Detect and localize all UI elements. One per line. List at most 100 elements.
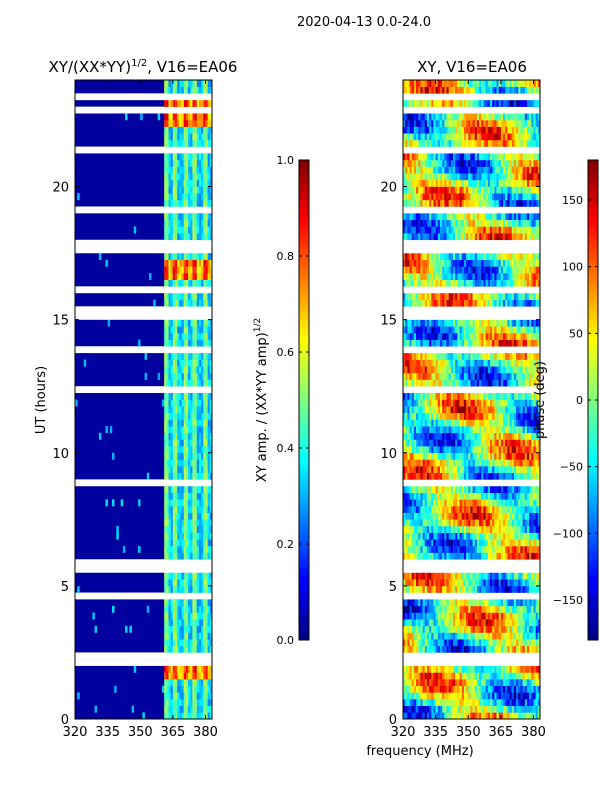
heatmap-cell bbox=[407, 393, 409, 400]
heatmap-cell bbox=[536, 506, 538, 513]
heatmap-cell bbox=[425, 639, 427, 646]
heatmap-cell bbox=[173, 473, 175, 480]
heatmap-cell bbox=[468, 686, 470, 693]
heatmap-cell bbox=[173, 353, 175, 360]
heatmap-cell bbox=[457, 539, 459, 546]
heatmap-cell bbox=[205, 100, 207, 107]
heatmap-cell bbox=[416, 579, 418, 586]
blank-row bbox=[75, 93, 212, 100]
heatmap-cell bbox=[483, 466, 485, 473]
heatmap-cell bbox=[208, 280, 210, 287]
heatmap-cell bbox=[427, 453, 429, 460]
heatmap-cell bbox=[440, 413, 442, 420]
heatmap-cell bbox=[490, 513, 492, 520]
heatmap-cell bbox=[505, 632, 507, 639]
heatmap-cell bbox=[407, 672, 409, 679]
heatmap-cell bbox=[477, 706, 479, 713]
heatmap-cell bbox=[192, 293, 194, 300]
heatmap-cell bbox=[455, 626, 457, 633]
heatmap-cell bbox=[173, 153, 175, 160]
heatmap-cell bbox=[201, 706, 203, 713]
heatmap-cell bbox=[501, 453, 503, 460]
heatmap-cell bbox=[201, 333, 203, 340]
heatmap-cell bbox=[175, 639, 177, 646]
heatmap-cell bbox=[533, 439, 535, 446]
heatmap-cell bbox=[199, 519, 201, 526]
heatmap-cell bbox=[416, 666, 418, 673]
heatmap-cell bbox=[492, 646, 494, 653]
heatmap-cell bbox=[175, 133, 177, 140]
heatmap-cell bbox=[184, 439, 186, 446]
heatmap-cell bbox=[201, 273, 203, 280]
heatmap-cell bbox=[451, 712, 453, 719]
heatmap-cell bbox=[195, 526, 197, 533]
heatmap-cell bbox=[175, 466, 177, 473]
heatmap-cell bbox=[208, 526, 210, 533]
heatmap-cell bbox=[171, 672, 173, 679]
heatmap-cell bbox=[188, 266, 190, 273]
heatmap-cell bbox=[171, 393, 173, 400]
heatmap-cell bbox=[201, 326, 203, 333]
heatmap-cell bbox=[505, 373, 507, 380]
heatmap-cell bbox=[208, 180, 210, 187]
heatmap-cell bbox=[192, 513, 194, 520]
heatmap-cell bbox=[492, 466, 494, 473]
heatmap-cell bbox=[520, 686, 522, 693]
heatmap-cell bbox=[199, 173, 201, 180]
colorbar-swatch bbox=[299, 284, 309, 288]
heatmap-cell bbox=[523, 579, 525, 586]
heatmap-cell bbox=[525, 586, 527, 593]
heatmap-cell bbox=[166, 446, 168, 453]
heatmap-cell bbox=[182, 586, 184, 593]
heatmap-cell bbox=[455, 513, 457, 520]
heatmap-cell bbox=[166, 80, 168, 87]
heatmap-cell bbox=[527, 586, 529, 593]
heatmap-cell bbox=[464, 400, 466, 407]
heatmap-cell bbox=[420, 672, 422, 679]
heatmap-cell bbox=[531, 672, 533, 679]
heatmap-cell bbox=[427, 686, 429, 693]
heatmap-cell bbox=[418, 586, 420, 593]
heatmap-cell bbox=[505, 686, 507, 693]
heatmap-cell bbox=[499, 393, 501, 400]
heatmap-cell bbox=[488, 686, 490, 693]
heatmap-cell bbox=[490, 360, 492, 367]
heatmap-cell bbox=[518, 626, 520, 633]
heatmap-cell bbox=[497, 573, 499, 580]
heatmap-cell bbox=[190, 253, 192, 260]
heatmap-cell bbox=[147, 606, 149, 613]
heatmap-cell bbox=[195, 193, 197, 200]
heatmap-cell bbox=[414, 453, 416, 460]
heatmap-cell bbox=[164, 639, 166, 646]
heatmap-cell bbox=[192, 87, 194, 94]
heatmap-cell bbox=[192, 253, 194, 260]
heatmap-cell bbox=[531, 513, 533, 520]
heatmap-cell bbox=[503, 473, 505, 480]
heatmap-cell bbox=[486, 686, 488, 693]
heatmap-cell bbox=[201, 413, 203, 420]
colorbar-swatch bbox=[299, 220, 309, 224]
heatmap-cell bbox=[169, 586, 171, 593]
heatmap-cell bbox=[182, 173, 184, 180]
heatmap-cell bbox=[171, 220, 173, 227]
heatmap-cell bbox=[438, 459, 440, 466]
heatmap-cell bbox=[449, 459, 451, 466]
heatmap-cell bbox=[201, 360, 203, 367]
heatmap-cell bbox=[523, 413, 525, 420]
heatmap-cell bbox=[425, 533, 427, 540]
heatmap-cell bbox=[171, 293, 173, 300]
heatmap-cell bbox=[514, 679, 516, 686]
heatmap-cell bbox=[205, 127, 207, 134]
heatmap-cell bbox=[171, 546, 173, 553]
heatmap-cell bbox=[179, 160, 181, 167]
heatmap-cell bbox=[510, 373, 512, 380]
heatmap-cell bbox=[188, 712, 190, 719]
heatmap-cell bbox=[169, 393, 171, 400]
heatmap-cell bbox=[462, 686, 464, 693]
heatmap-cell bbox=[468, 453, 470, 460]
heatmap-cell bbox=[184, 632, 186, 639]
heatmap-cell bbox=[466, 586, 468, 593]
heatmap-cell bbox=[468, 513, 470, 520]
heatmap-cell bbox=[175, 280, 177, 287]
heatmap-cell bbox=[420, 692, 422, 699]
